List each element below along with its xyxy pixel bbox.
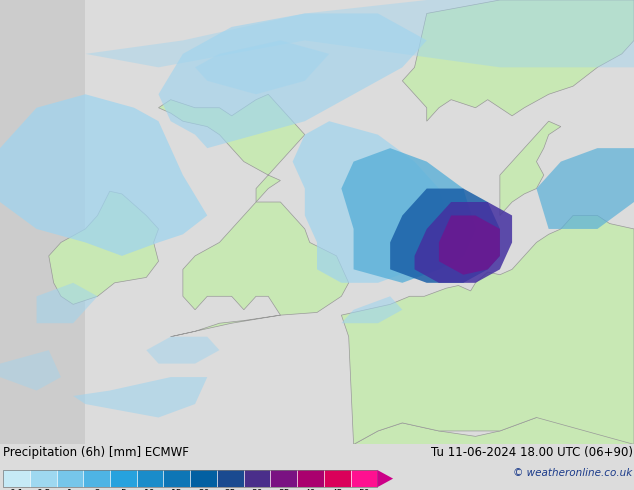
Text: 5: 5 bbox=[120, 489, 126, 490]
Bar bbox=[3, 470, 377, 487]
Text: 15: 15 bbox=[171, 489, 183, 490]
Polygon shape bbox=[390, 189, 500, 283]
Text: 2: 2 bbox=[94, 489, 100, 490]
Polygon shape bbox=[158, 94, 305, 202]
Text: 0.5: 0.5 bbox=[36, 489, 51, 490]
Polygon shape bbox=[0, 350, 61, 391]
Text: 10: 10 bbox=[145, 489, 156, 490]
Polygon shape bbox=[341, 296, 403, 323]
Text: 1: 1 bbox=[67, 489, 73, 490]
Text: 45: 45 bbox=[332, 489, 343, 490]
Polygon shape bbox=[293, 121, 451, 283]
Text: 0.1: 0.1 bbox=[10, 489, 23, 490]
Polygon shape bbox=[415, 202, 512, 283]
Polygon shape bbox=[73, 377, 207, 417]
Bar bbox=[56, 470, 83, 487]
Polygon shape bbox=[0, 94, 207, 256]
Polygon shape bbox=[171, 202, 349, 337]
Polygon shape bbox=[86, 0, 634, 67]
Bar bbox=[297, 470, 324, 487]
Bar bbox=[270, 470, 297, 487]
Polygon shape bbox=[37, 283, 98, 323]
Polygon shape bbox=[341, 148, 476, 283]
Bar bbox=[324, 470, 351, 487]
Bar bbox=[0, 0, 86, 444]
Text: 30: 30 bbox=[251, 489, 262, 490]
Bar bbox=[3, 470, 30, 487]
Bar bbox=[30, 470, 56, 487]
Text: 20: 20 bbox=[198, 489, 209, 490]
Polygon shape bbox=[403, 0, 634, 121]
Polygon shape bbox=[341, 216, 634, 444]
Polygon shape bbox=[439, 216, 500, 275]
Bar bbox=[190, 470, 217, 487]
Bar bbox=[164, 470, 190, 487]
Polygon shape bbox=[195, 40, 329, 94]
Text: Tu 11-06-2024 18.00 UTC (06+90): Tu 11-06-2024 18.00 UTC (06+90) bbox=[430, 446, 633, 459]
Text: 25: 25 bbox=[224, 489, 236, 490]
Polygon shape bbox=[195, 396, 634, 444]
Bar bbox=[110, 470, 137, 487]
Text: 35: 35 bbox=[278, 489, 290, 490]
Bar bbox=[217, 470, 243, 487]
Polygon shape bbox=[146, 337, 219, 364]
Polygon shape bbox=[158, 13, 427, 148]
Bar bbox=[137, 470, 164, 487]
Text: © weatheronline.co.uk: © weatheronline.co.uk bbox=[514, 468, 633, 478]
Bar bbox=[351, 470, 377, 487]
Text: Precipitation (6h) [mm] ECMWF: Precipitation (6h) [mm] ECMWF bbox=[3, 446, 189, 459]
Text: 40: 40 bbox=[305, 489, 316, 490]
Bar bbox=[243, 470, 270, 487]
Text: 50: 50 bbox=[358, 489, 370, 490]
Polygon shape bbox=[49, 191, 158, 304]
Polygon shape bbox=[536, 148, 634, 229]
Bar bbox=[83, 470, 110, 487]
Polygon shape bbox=[377, 470, 393, 487]
Polygon shape bbox=[500, 121, 561, 216]
